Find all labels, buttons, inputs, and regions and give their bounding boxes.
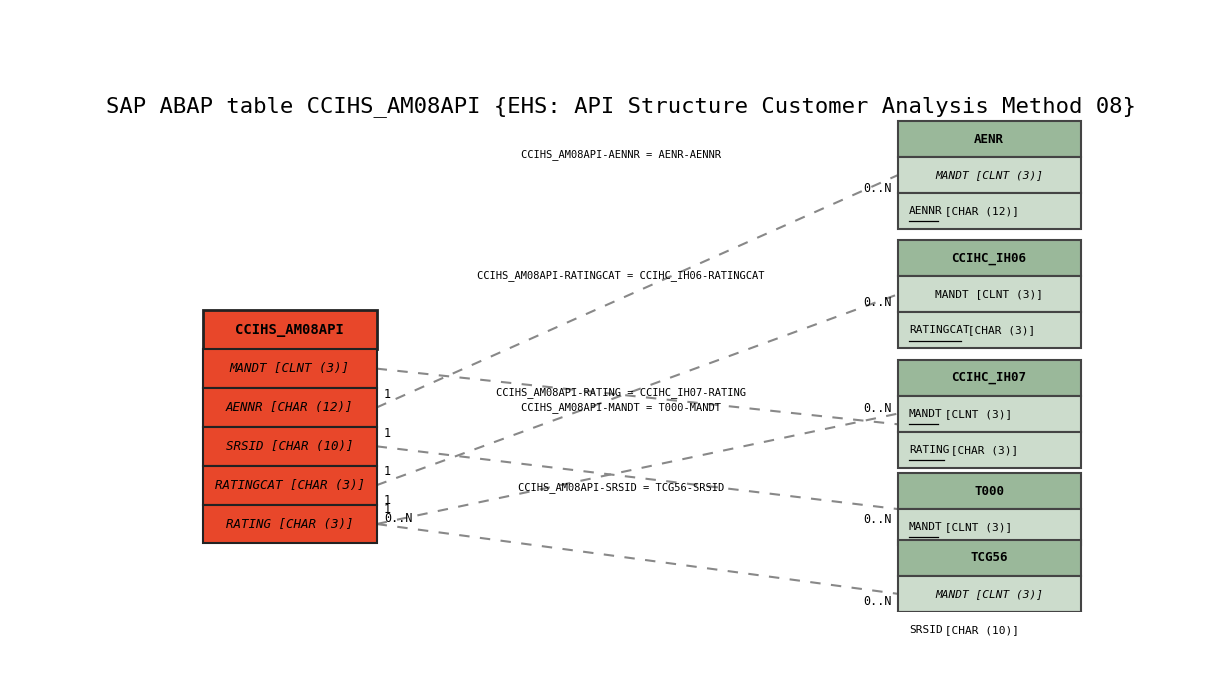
Text: 1: 1	[384, 466, 391, 478]
Bar	[203, 388, 377, 427]
Text: [CHAR (10)]: [CHAR (10)]	[937, 625, 1018, 635]
Bar	[203, 504, 377, 544]
Text: MANDT [CLNT (3)]: MANDT [CLNT (3)]	[935, 290, 1043, 299]
Bar	[897, 121, 1080, 158]
Text: CCIHC_IH07: CCIHC_IH07	[952, 371, 1027, 384]
Text: 1: 1	[384, 494, 391, 506]
Bar	[897, 396, 1080, 431]
Text: [CHAR (12)]: [CHAR (12)]	[937, 206, 1018, 216]
Text: CCIHS_AM08API-AENNR = AENR-AENNR: CCIHS_AM08API-AENNR = AENR-AENNR	[521, 149, 721, 160]
Bar	[897, 158, 1080, 193]
Text: AENNR [CHAR (12)]: AENNR [CHAR (12)]	[226, 401, 354, 414]
Text: RATING [CHAR (3)]: RATING [CHAR (3)]	[226, 517, 354, 530]
Text: CCIHS_AM08API-SRSID = TCG56-SRSID: CCIHS_AM08API-SRSID = TCG56-SRSID	[517, 482, 724, 493]
Bar	[897, 277, 1080, 312]
Text: MANDT [CLNT (3)]: MANDT [CLNT (3)]	[935, 589, 1043, 599]
Text: CCIHS_AM08API-RATING = CCIHC_IH07-RATING: CCIHS_AM08API-RATING = CCIHC_IH07-RATING	[495, 387, 746, 398]
Bar	[897, 473, 1080, 509]
Bar	[897, 193, 1080, 229]
Text: RATING: RATING	[908, 444, 949, 455]
Bar	[897, 240, 1080, 277]
Text: 0..N: 0..N	[863, 402, 891, 415]
Text: MANDT: MANDT	[908, 409, 942, 419]
Text: CCIHS_AM08API-MANDT = T000-MANDT: CCIHS_AM08API-MANDT = T000-MANDT	[521, 402, 721, 413]
Text: CCIHC_IH06: CCIHC_IH06	[952, 252, 1027, 265]
Text: 1: 1	[384, 427, 391, 440]
Text: [CHAR (3)]: [CHAR (3)]	[943, 444, 1018, 455]
Text: RATINGCAT: RATINGCAT	[908, 325, 970, 336]
Text: [CHAR (3)]: [CHAR (3)]	[962, 325, 1035, 336]
Text: SRSID [CHAR (10)]: SRSID [CHAR (10)]	[226, 440, 354, 453]
Bar	[203, 310, 377, 350]
Text: MANDT [CLNT (3)]: MANDT [CLNT (3)]	[935, 170, 1043, 180]
Text: 0..N: 0..N	[863, 296, 891, 309]
Text: T000: T000	[974, 484, 1004, 497]
Bar	[897, 540, 1080, 576]
Bar	[897, 360, 1080, 396]
Text: 1: 1	[384, 503, 391, 516]
Bar	[203, 427, 377, 466]
Bar	[203, 350, 377, 388]
Text: AENNR: AENNR	[908, 206, 942, 216]
Text: SAP ABAP table CCIHS_AM08API {EHS: API Structure Customer Analysis Method 08}: SAP ABAP table CCIHS_AM08API {EHS: API S…	[105, 96, 1136, 117]
Text: 0..N: 0..N	[863, 182, 891, 195]
Text: TCG56: TCG56	[970, 551, 1008, 564]
Text: RATINGCAT [CHAR (3)]: RATINGCAT [CHAR (3)]	[214, 479, 365, 492]
Bar	[897, 312, 1080, 349]
Text: 1: 1	[384, 388, 391, 400]
Text: 0..N: 0..N	[863, 595, 891, 608]
Bar	[897, 431, 1080, 468]
Text: CCIHS_AM08API-RATINGCAT = CCIHC_IH06-RATINGCAT: CCIHS_AM08API-RATINGCAT = CCIHC_IH06-RAT…	[477, 270, 764, 281]
Text: CCIHS_AM08API: CCIHS_AM08API	[235, 323, 344, 337]
Bar	[897, 612, 1080, 648]
Bar	[897, 576, 1080, 612]
Text: MANDT [CLNT (3)]: MANDT [CLNT (3)]	[230, 362, 350, 375]
Text: [CLNT (3)]: [CLNT (3)]	[937, 522, 1012, 532]
Text: [CLNT (3)]: [CLNT (3)]	[937, 409, 1012, 419]
Bar	[897, 509, 1080, 545]
Bar	[203, 466, 377, 504]
Text: SRSID: SRSID	[908, 625, 942, 635]
Text: 0..N: 0..N	[384, 513, 413, 525]
Text: MANDT: MANDT	[908, 522, 942, 532]
Text: AENR: AENR	[974, 133, 1004, 146]
Text: 0..N: 0..N	[863, 513, 891, 526]
